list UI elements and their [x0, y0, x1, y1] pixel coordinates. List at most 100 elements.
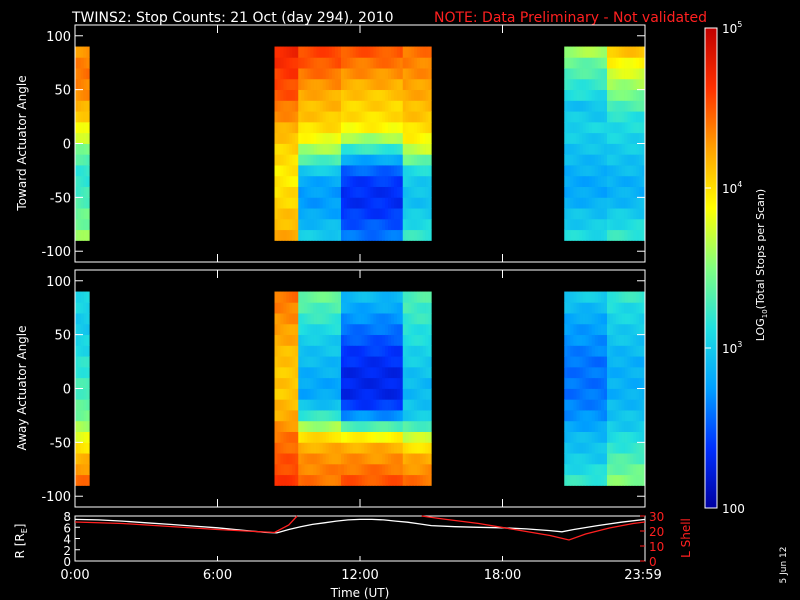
toward-heatmap-cell — [583, 165, 586, 176]
away-heatmap-cell — [350, 313, 353, 324]
away-heatmap-cell — [595, 302, 598, 313]
away-heatmap-cell — [385, 324, 388, 335]
away-heatmap-cell — [586, 292, 589, 303]
toward-heatmap-cell — [586, 47, 589, 58]
toward-heatmap-cell — [406, 197, 409, 208]
toward-heatmap-cell — [329, 100, 332, 111]
toward-heatmap-cell — [589, 100, 592, 111]
toward-heatmap-cell — [307, 165, 310, 176]
toward-heatmap-cell — [607, 144, 610, 155]
toward-heatmap-cell — [277, 154, 280, 165]
toward-heatmap-cell — [81, 122, 84, 133]
away-heatmap-cell — [341, 421, 344, 432]
toward-heatmap-cell — [414, 79, 417, 90]
away-heatmap-cell — [570, 389, 573, 400]
away-heatmap-cell — [289, 442, 292, 453]
away-heatmap-cell — [326, 324, 329, 335]
away-heatmap-cell — [586, 464, 589, 475]
toward-heatmap-cell — [84, 165, 87, 176]
toward-heatmap-cell — [595, 197, 598, 208]
toward-heatmap-cell — [341, 144, 344, 155]
toward-heatmap-cell — [604, 208, 607, 219]
away-heatmap-cell — [298, 345, 301, 356]
away-heatmap-cell — [420, 378, 423, 389]
toward-heatmap-cell — [344, 208, 347, 219]
away-y-tick-label: 0 — [63, 383, 71, 398]
away-heatmap-cell — [84, 475, 87, 486]
toward-heatmap-cells — [75, 47, 645, 241]
away-heatmap-cell — [573, 421, 576, 432]
away-heatmap-cell — [426, 313, 429, 324]
toward-heatmap-cell — [289, 197, 292, 208]
toward-heatmap-cell — [586, 230, 589, 241]
toward-heatmap-cell — [622, 219, 625, 230]
toward-heatmap-cell — [289, 219, 292, 230]
toward-heatmap-cell — [329, 47, 332, 58]
toward-heatmap-cell — [359, 176, 362, 187]
away-heatmap-cell — [570, 399, 573, 410]
toward-heatmap-cell — [292, 197, 295, 208]
toward-heatmap-cell — [397, 68, 400, 79]
toward-heatmap-cell — [411, 47, 414, 58]
away-heatmap-cell — [295, 442, 298, 453]
toward-heatmap-cell — [586, 122, 589, 133]
away-heatmap-cell — [423, 421, 426, 432]
away-heatmap-cell — [616, 335, 619, 346]
away-heatmap-cell — [423, 324, 426, 335]
toward-heatmap-cell — [320, 79, 323, 90]
away-heatmap-cell — [362, 292, 365, 303]
toward-heatmap-cell — [341, 187, 344, 198]
away-heatmap-cell — [379, 421, 382, 432]
toward-heatmap-cell — [408, 165, 411, 176]
away-heatmap-cell — [627, 442, 630, 453]
toward-heatmap-cell — [601, 219, 604, 230]
toward-heatmap-cell — [295, 230, 298, 241]
toward-heatmap-cell — [625, 90, 628, 101]
away-heatmap-cell — [598, 302, 601, 313]
away-heatmap-cell — [86, 421, 89, 432]
away-heatmap-cell — [84, 442, 87, 453]
toward-heatmap-cell — [633, 219, 636, 230]
toward-heatmap-cell — [382, 197, 385, 208]
toward-heatmap-cell — [304, 208, 307, 219]
away-heatmap-cell — [332, 453, 335, 464]
toward-heatmap-cell — [367, 57, 370, 68]
away-heatmap-cell — [335, 464, 338, 475]
toward-heatmap-cell — [388, 154, 391, 165]
away-heatmap-cell — [338, 367, 341, 378]
toward-heatmap-cell — [627, 111, 630, 122]
away-heatmap-cell — [301, 345, 304, 356]
toward-heatmap-cell — [286, 47, 289, 58]
away-heatmap-cell — [625, 356, 628, 367]
away-heatmap-cell — [314, 389, 317, 400]
toward-heatmap-cell — [589, 176, 592, 187]
away-heatmap-cell — [350, 399, 353, 410]
toward-heatmap-cell — [400, 133, 403, 144]
away-heatmap-cell — [573, 389, 576, 400]
toward-heatmap-cell — [400, 90, 403, 101]
away-heatmap-cell — [408, 302, 411, 313]
toward-heatmap-cell — [347, 47, 350, 58]
away-heatmap-cell — [573, 378, 576, 389]
toward-heatmap-cell — [365, 111, 368, 122]
away-heatmap-cell — [385, 442, 388, 453]
toward-heatmap-cell — [423, 154, 426, 165]
toward-heatmap-cell — [385, 90, 388, 101]
toward-heatmap-cell — [408, 68, 411, 79]
away-heatmap-cell — [607, 432, 610, 443]
away-heatmap-cell — [323, 464, 326, 475]
away-heatmap-cell — [589, 399, 592, 410]
toward-heatmap-cell — [367, 68, 370, 79]
away-heatmap-cell — [391, 442, 394, 453]
toward-heatmap-cell — [362, 111, 365, 122]
toward-heatmap-cell — [335, 111, 338, 122]
toward-heatmap-cell — [573, 68, 576, 79]
toward-heatmap-cell — [391, 187, 394, 198]
away-heatmap-cell — [373, 453, 376, 464]
toward-heatmap-cell — [289, 144, 292, 155]
toward-heatmap-cell — [598, 90, 601, 101]
toward-heatmap-cell — [84, 122, 87, 133]
toward-heatmap-cell — [341, 197, 344, 208]
toward-heatmap-cell — [613, 47, 616, 58]
away-heatmap-cell — [633, 399, 636, 410]
